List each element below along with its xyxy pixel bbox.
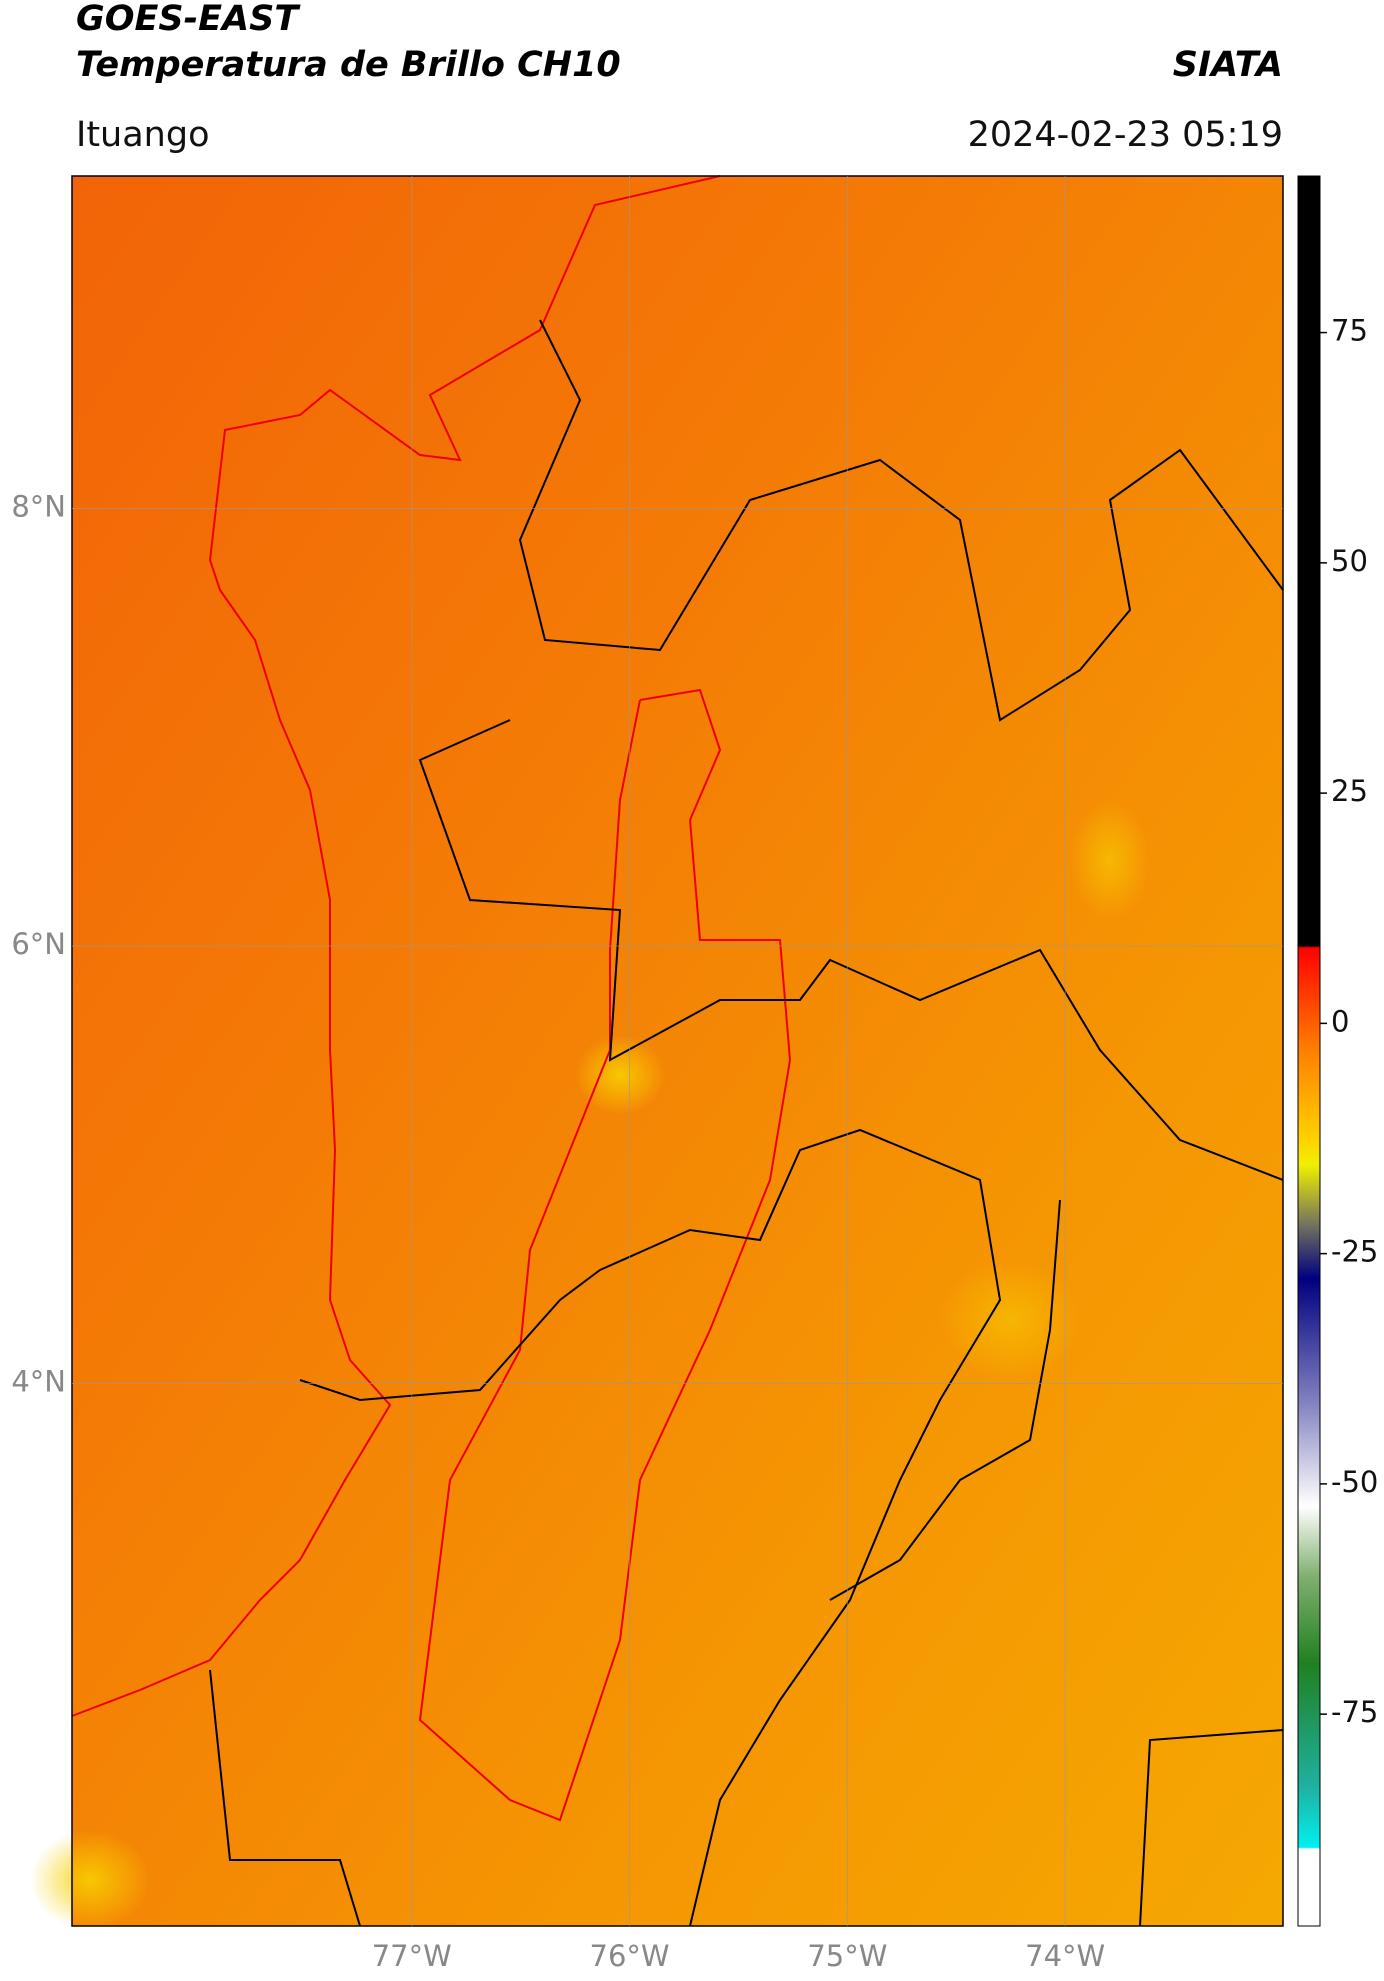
warm-spot bbox=[940, 1260, 1080, 1380]
map-background bbox=[72, 176, 1283, 1926]
colorbar-tick-label: -75 bbox=[1331, 1695, 1378, 1729]
y-tick-label: 8°N bbox=[11, 490, 66, 524]
colorbar-tick-label: -50 bbox=[1331, 1465, 1378, 1499]
timestamp: 2024-02-23 05:19 bbox=[968, 115, 1283, 155]
x-tick-label: 75°W bbox=[807, 1939, 887, 1973]
y-tick-label: 4°N bbox=[11, 1365, 66, 1399]
warm-spot bbox=[1070, 800, 1150, 920]
brand: SIATA bbox=[1173, 45, 1283, 85]
warm-spot bbox=[30, 1830, 150, 1930]
warm-spot bbox=[575, 1035, 665, 1115]
colorbar-tick-label: 75 bbox=[1331, 314, 1368, 348]
x-tick-label: 74°W bbox=[1025, 1939, 1105, 1973]
colorbar-tick-label: 0 bbox=[1331, 1004, 1349, 1038]
colorbar-tick-label: 25 bbox=[1331, 774, 1368, 808]
border bbox=[518, 319, 1284, 722]
region: Ituango bbox=[76, 115, 210, 155]
x-tick-label: 77°W bbox=[372, 1939, 452, 1973]
border bbox=[829, 1199, 1061, 1601]
y-tick-label: 6°N bbox=[11, 927, 66, 961]
map bbox=[30, 175, 1284, 1930]
subtitle: Temperatura de Brillo CH10 bbox=[76, 45, 621, 85]
title: GOES-EAST bbox=[76, 0, 301, 39]
colorbar-tick-label: -25 bbox=[1331, 1235, 1378, 1269]
border bbox=[209, 1669, 361, 1927]
coastline bbox=[71, 175, 721, 1717]
map-frame bbox=[71, 175, 1284, 1927]
watershed bbox=[418, 688, 792, 1822]
x-tick-label: 76°W bbox=[590, 1939, 670, 1973]
border bbox=[299, 1128, 1002, 1927]
border bbox=[1139, 1729, 1284, 1927]
colorbar-tick-label: 50 bbox=[1331, 544, 1368, 578]
colorbar bbox=[1297, 175, 1321, 1927]
border bbox=[418, 719, 1284, 1181]
